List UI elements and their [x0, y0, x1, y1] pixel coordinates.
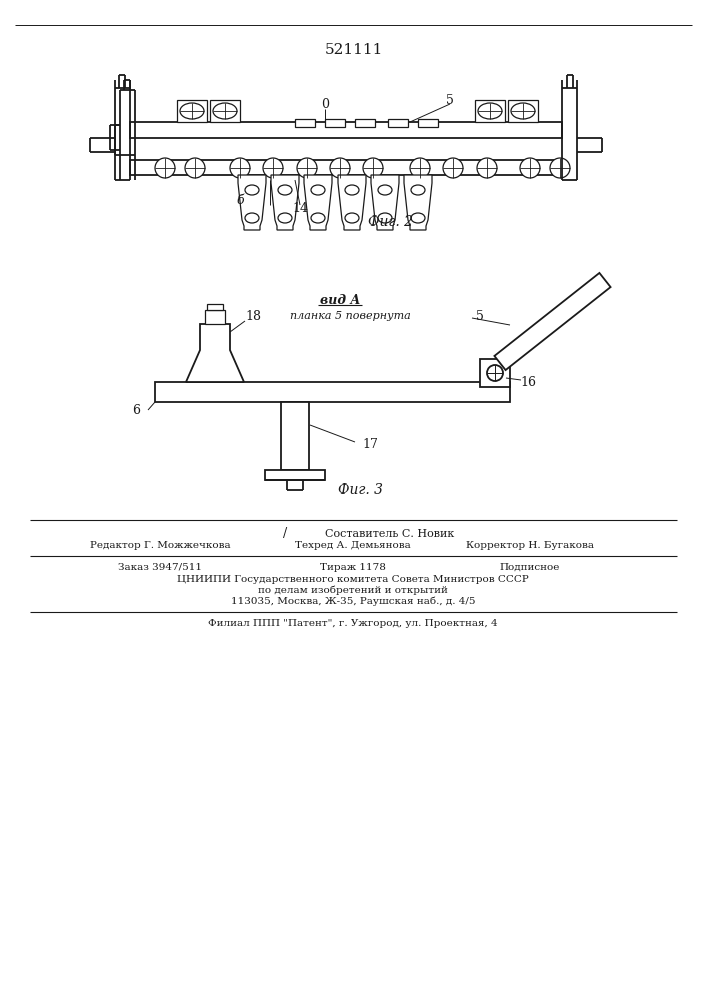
Text: по делам изобретений и открытий: по делам изобретений и открытий [258, 585, 448, 595]
Bar [418, 119, 438, 127]
Text: Заказ 3947/511: Заказ 3947/511 [118, 562, 202, 572]
Ellipse shape [311, 213, 325, 223]
Bar [265, 470, 325, 480]
Bar [130, 160, 562, 175]
Circle shape [487, 365, 503, 381]
Text: Подписное: Подписное [500, 562, 560, 572]
Ellipse shape [245, 213, 259, 223]
Bar [388, 119, 408, 127]
Text: Тираж 1178: Тираж 1178 [320, 562, 386, 572]
Circle shape [363, 158, 383, 178]
Bar [355, 119, 375, 127]
Text: 6: 6 [132, 403, 140, 416]
Text: Техред А. Демьянова: Техред А. Демьянова [295, 542, 411, 550]
Text: планка 5 повернута: планка 5 повернута [290, 311, 410, 321]
Circle shape [477, 158, 497, 178]
Polygon shape [186, 324, 244, 382]
Ellipse shape [345, 213, 359, 223]
Text: 5: 5 [446, 94, 454, 106]
Polygon shape [271, 175, 299, 230]
Circle shape [443, 158, 463, 178]
Polygon shape [494, 273, 611, 370]
Bar [281, 402, 309, 470]
Polygon shape [238, 175, 266, 230]
Text: Редактор Г. Можжечкова: Редактор Г. Можжечкова [90, 542, 230, 550]
Polygon shape [371, 175, 399, 230]
Text: 113035, Москва, Ж-35, Раушская наб., д. 4/5: 113035, Москва, Ж-35, Раушская наб., д. … [230, 596, 475, 606]
Text: Корректор Н. Бугакова: Корректор Н. Бугакова [466, 542, 594, 550]
Circle shape [330, 158, 350, 178]
Text: 0: 0 [321, 99, 329, 111]
Text: б: б [236, 194, 244, 207]
Circle shape [185, 158, 205, 178]
Polygon shape [338, 175, 366, 230]
Circle shape [297, 158, 317, 178]
Bar [210, 100, 240, 122]
Circle shape [520, 158, 540, 178]
Bar [155, 382, 510, 402]
Bar [207, 304, 223, 310]
Text: 14: 14 [292, 202, 308, 215]
Text: Составитель С. Новик: Составитель С. Новик [325, 529, 455, 539]
Ellipse shape [411, 185, 425, 195]
Bar [205, 310, 225, 324]
Bar [475, 100, 505, 122]
Circle shape [230, 158, 250, 178]
Text: Фиг. 3: Фиг. 3 [337, 483, 382, 497]
Ellipse shape [411, 213, 425, 223]
Ellipse shape [278, 213, 292, 223]
Circle shape [410, 158, 430, 178]
Bar [480, 359, 510, 387]
Bar [508, 100, 538, 122]
Circle shape [550, 158, 570, 178]
Ellipse shape [245, 185, 259, 195]
Ellipse shape [345, 185, 359, 195]
Polygon shape [304, 175, 332, 230]
Text: Фиг. 2: Фиг. 2 [368, 215, 412, 229]
Text: 17: 17 [362, 438, 378, 452]
Text: 521111: 521111 [325, 43, 383, 57]
Ellipse shape [311, 185, 325, 195]
Bar [130, 122, 562, 138]
Polygon shape [404, 175, 432, 230]
Text: 16: 16 [520, 376, 536, 389]
Ellipse shape [378, 185, 392, 195]
Text: 18: 18 [245, 310, 261, 324]
Text: вид A: вид A [320, 294, 360, 306]
Bar [325, 119, 345, 127]
Ellipse shape [378, 213, 392, 223]
Ellipse shape [278, 185, 292, 195]
Text: 5: 5 [476, 310, 484, 322]
Text: Филиал ППП "Патент", г. Ужгород, ул. Проектная, 4: Филиал ППП "Патент", г. Ужгород, ул. Про… [208, 619, 498, 629]
Text: ЦНИИПИ Государственного комитета Совета Министров СССР: ЦНИИПИ Государственного комитета Совета … [177, 574, 529, 584]
Circle shape [263, 158, 283, 178]
Bar [177, 100, 207, 122]
Circle shape [155, 158, 175, 178]
Text: /: / [283, 528, 287, 540]
Bar [295, 119, 315, 127]
